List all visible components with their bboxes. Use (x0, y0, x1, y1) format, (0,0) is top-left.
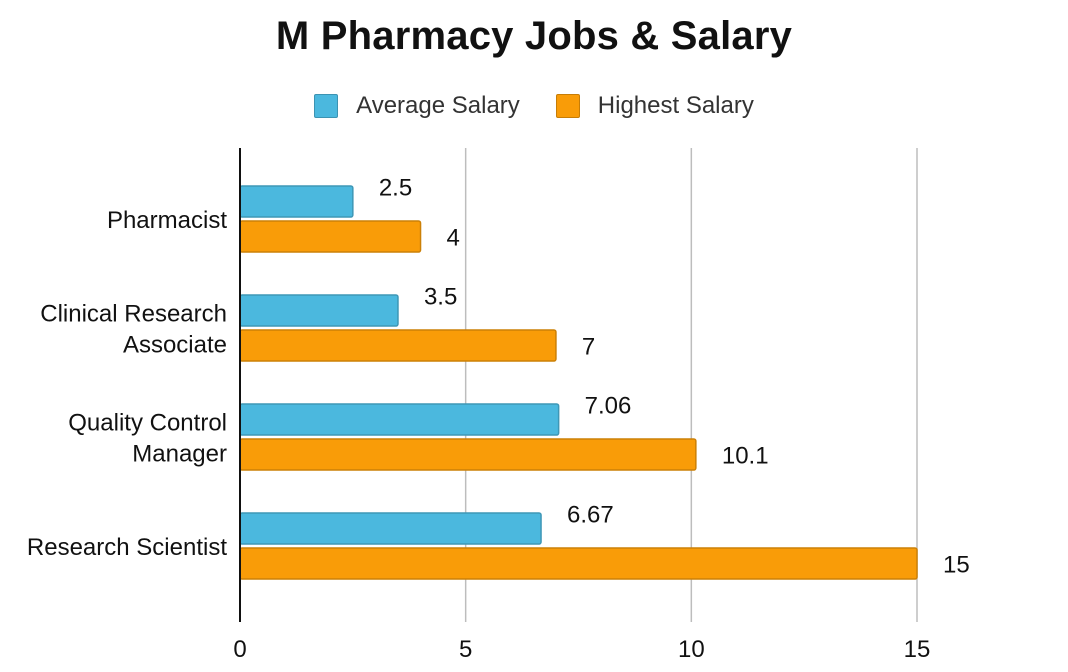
y-category-label: Associate (123, 332, 227, 359)
chart-title: M Pharmacy Jobs & Salary (275, 14, 793, 58)
bar-highest (239, 547, 918, 580)
y-category-label: Pharmacist (107, 207, 227, 234)
legend-item-average[interactable]: Average Salary (314, 92, 520, 120)
y-category-label: Quality Control (68, 410, 227, 437)
legend-swatch-average (314, 94, 339, 118)
data-label: 2.5 (379, 175, 412, 202)
data-label: 15 (943, 552, 970, 579)
y-category-label: Research Scientist (27, 534, 227, 561)
bar-highest (239, 329, 557, 362)
bar-average (239, 294, 399, 327)
legend-item-highest[interactable]: Highest Salary (555, 92, 754, 120)
bar-average (239, 185, 354, 218)
bar-highest (239, 220, 422, 253)
y-category-label: Clinical Research (40, 301, 227, 328)
x-tick-label: 5 (459, 636, 472, 663)
legend-swatch-highest (555, 94, 580, 118)
bar-average (239, 403, 560, 436)
y-category-label: Manager (132, 441, 227, 468)
data-label: 7.06 (585, 393, 632, 420)
x-tick-label: 10 (678, 636, 705, 663)
bar-highest (239, 438, 697, 471)
data-label: 3.5 (424, 284, 457, 311)
legend: Average Salary Highest Salary (0, 90, 1068, 122)
legend-label-average: Average Salary (356, 92, 520, 119)
data-label: 7 (582, 334, 595, 361)
bar-average (239, 512, 542, 545)
legend-label-highest: Highest Salary (597, 92, 754, 119)
x-tick-label: 0 (233, 636, 246, 663)
x-tick-label: 15 (904, 636, 931, 663)
data-label: 6.67 (567, 502, 614, 529)
data-label: 4 (447, 225, 460, 252)
data-label: 10.1 (722, 443, 769, 470)
